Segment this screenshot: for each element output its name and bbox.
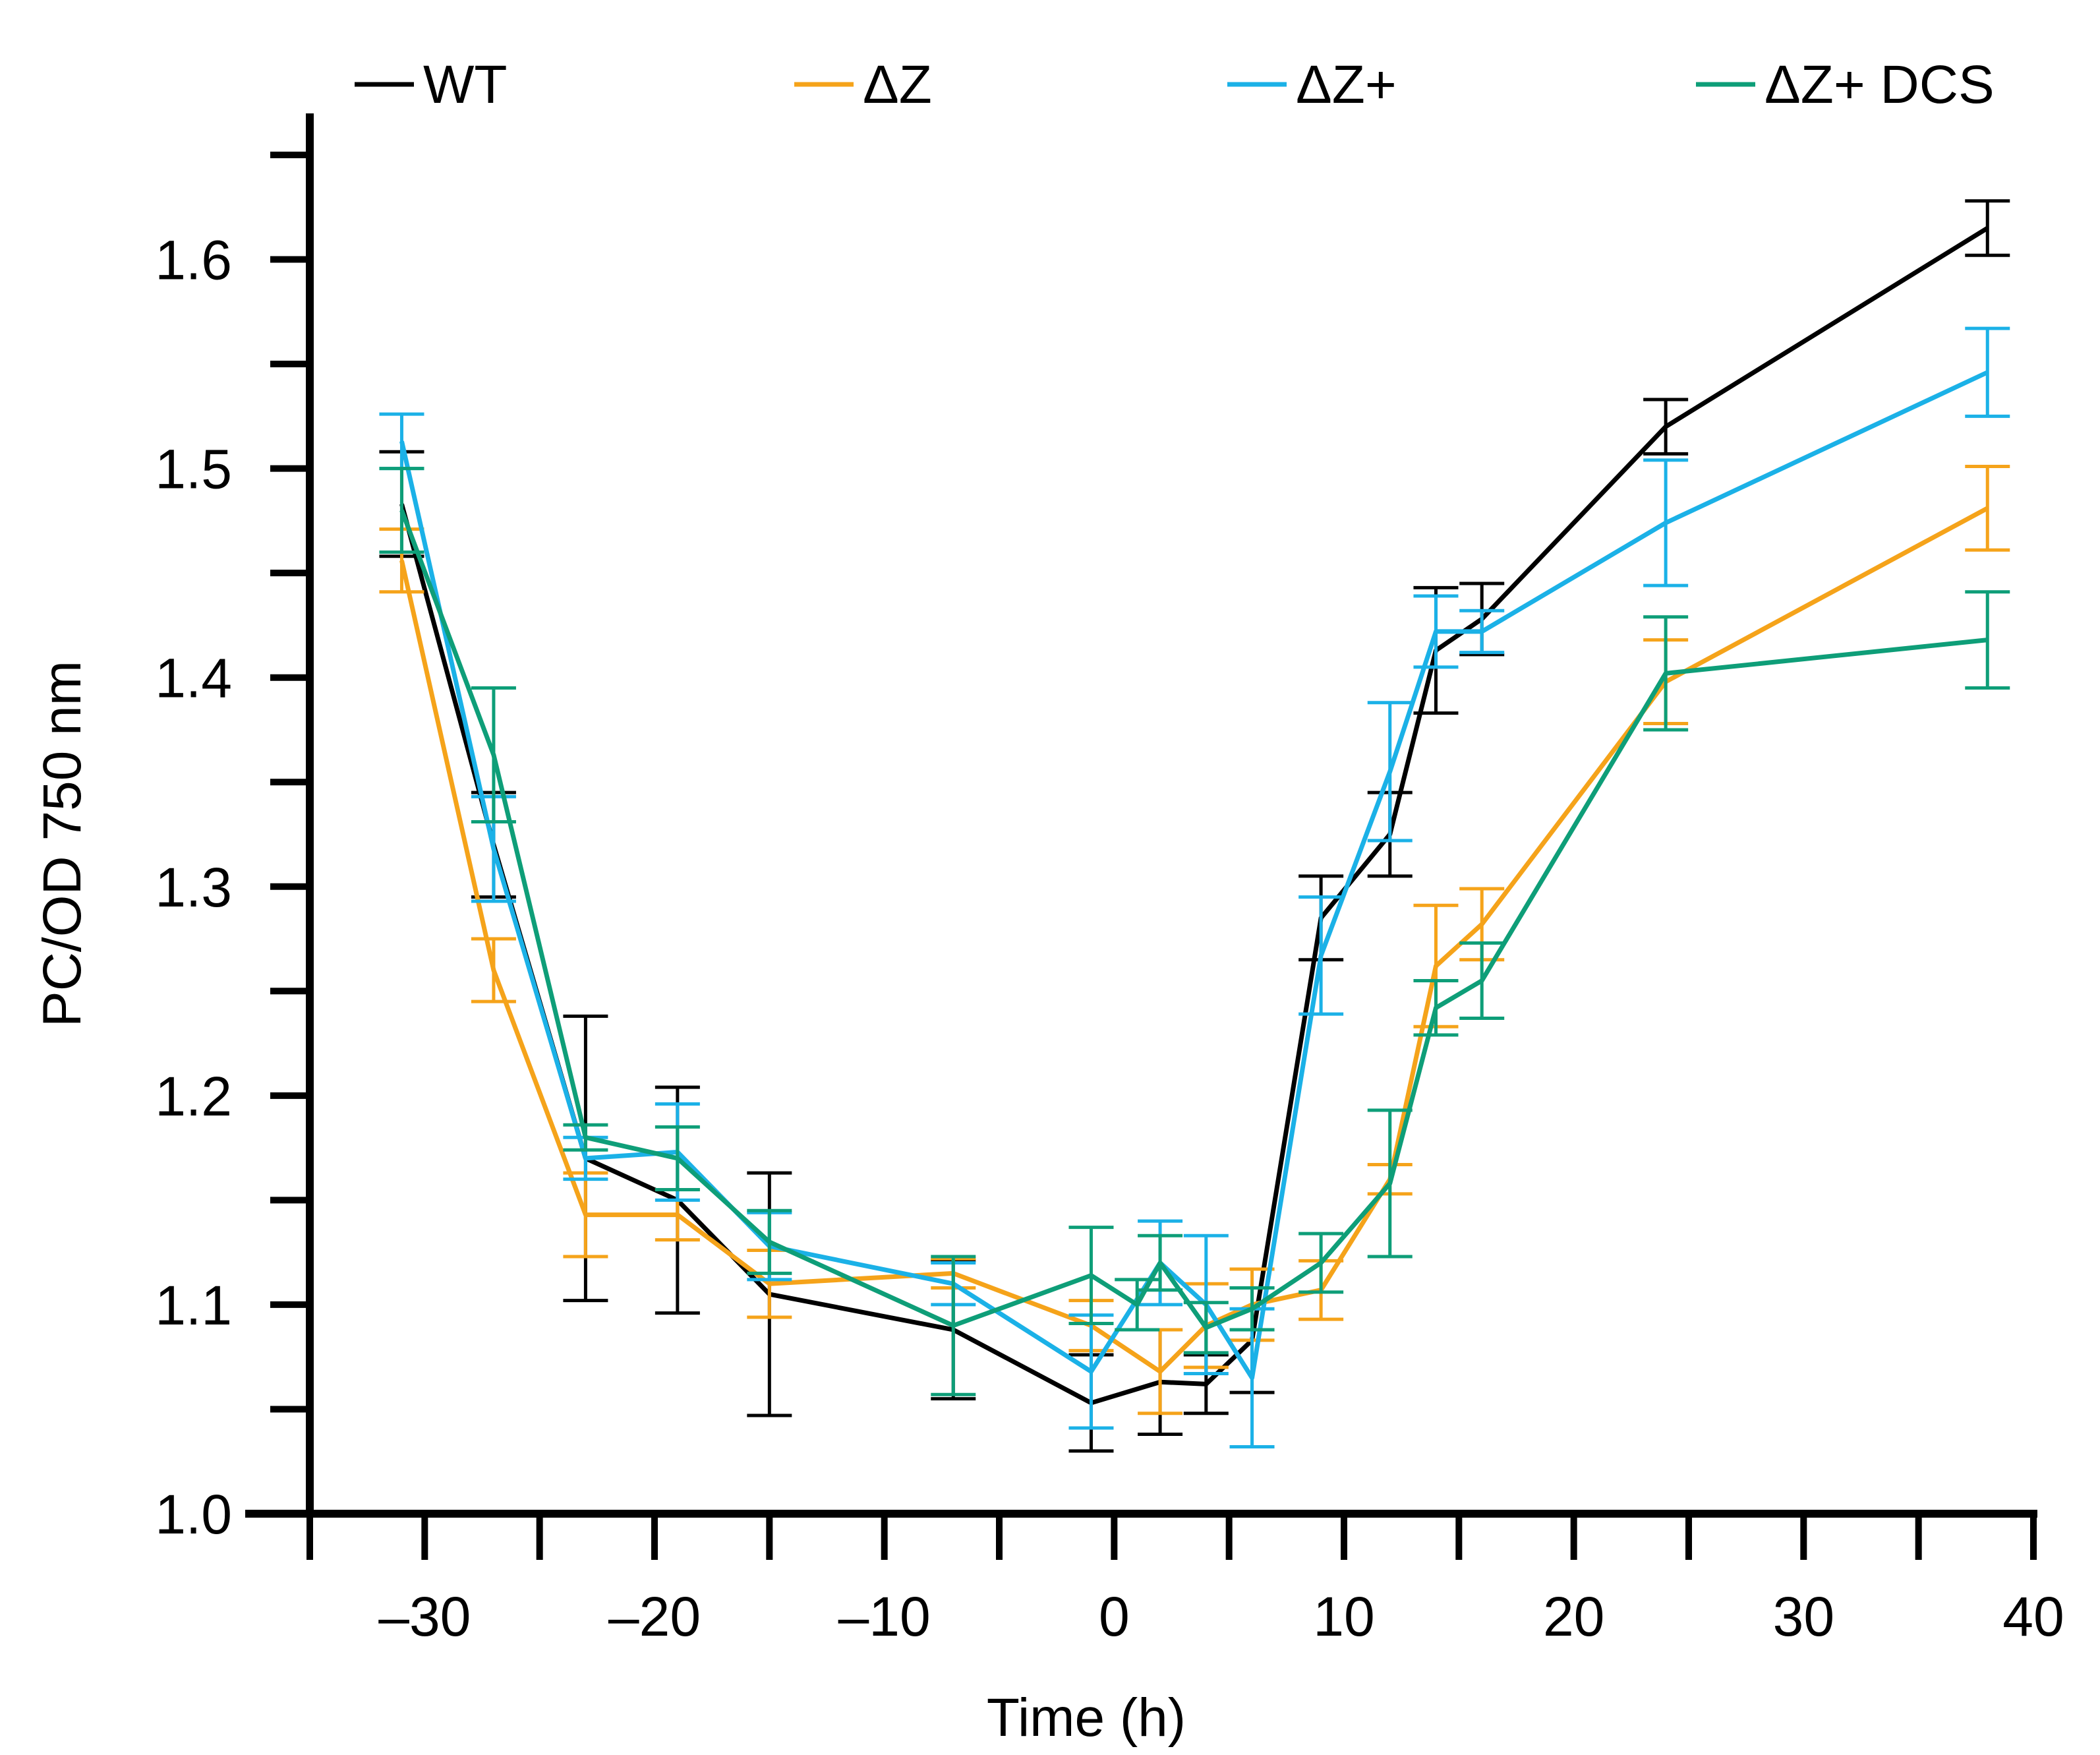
series-line-dz bbox=[399, 506, 1989, 1374]
x-tick-label: –10 bbox=[838, 1586, 931, 1648]
x-tick-label: 0 bbox=[1099, 1586, 1130, 1648]
series-dz bbox=[379, 464, 2010, 1415]
legend-label-dzdcs: ΔZ+ DCS bbox=[1765, 55, 1995, 115]
data-point-dzdcs bbox=[401, 510, 402, 511]
y-tick-label: 1.4 bbox=[155, 647, 232, 709]
series-line-dzp bbox=[399, 370, 1989, 1381]
series-wt bbox=[379, 199, 2010, 1453]
y-tick-label: 1.6 bbox=[155, 229, 232, 291]
y-tick-label: 1.0 bbox=[155, 1483, 232, 1545]
legend-item-wt[interactable]: WT bbox=[355, 55, 507, 115]
x-axis-title: Time (h) bbox=[987, 1688, 1186, 1748]
legend-item-dzdcs[interactable]: ΔZ+ DCS bbox=[1696, 55, 1995, 115]
legend-label-dz: ΔZ bbox=[863, 55, 932, 115]
y-tick-label: 1.2 bbox=[155, 1065, 232, 1127]
data-point-dz bbox=[585, 1214, 586, 1216]
y-tick-label: 1.3 bbox=[155, 856, 232, 918]
data-point-dz bbox=[677, 1214, 678, 1216]
legend-item-dz[interactable]: ΔZ bbox=[794, 55, 932, 115]
data-point-dzp bbox=[1389, 771, 1391, 772]
x-tick-label: 30 bbox=[1773, 1586, 1834, 1648]
data-point-dzp bbox=[1090, 1371, 1092, 1372]
data-point-dzp bbox=[493, 848, 494, 850]
x-tick-label: 20 bbox=[1543, 1586, 1604, 1648]
series-dzdcs bbox=[379, 467, 2010, 1396]
legend-label-wt: WT bbox=[423, 55, 507, 115]
series-line-wt bbox=[399, 225, 1989, 1406]
data-point-dzdcs bbox=[493, 754, 494, 756]
data-point-wt bbox=[1987, 227, 1988, 229]
data-point-dzdcs bbox=[585, 1137, 586, 1138]
data-point-dzdcs bbox=[1136, 1304, 1138, 1305]
data-point-dzdcs bbox=[1389, 1183, 1391, 1184]
axes: 1.0 1.1 1.2 1.3 1.4 1.5 1.6 –30 –20 –10 0 10 20 30 40 bbox=[155, 113, 2064, 1648]
series-dzp bbox=[379, 326, 2010, 1449]
data-point-dz bbox=[401, 560, 402, 561]
data-point-dzdcs bbox=[952, 1325, 954, 1326]
x-tick-label: 10 bbox=[1313, 1586, 1374, 1648]
x-tick-label: –30 bbox=[378, 1586, 471, 1648]
x-tick-label: 40 bbox=[2002, 1586, 2064, 1648]
data-point-dzdcs bbox=[1090, 1275, 1092, 1276]
x-tick-label: –20 bbox=[608, 1586, 701, 1648]
plot-area bbox=[379, 199, 2010, 1453]
series-line-dzdcs bbox=[399, 509, 1988, 1330]
y-tick-label: 1.1 bbox=[155, 1274, 232, 1336]
y-tick-label: 1.5 bbox=[155, 438, 232, 500]
legend-item-dzp[interactable]: ΔZ+ bbox=[1227, 55, 1397, 115]
data-point-dz bbox=[1159, 1371, 1161, 1372]
y-axis-title: PC/OD 750 nm bbox=[32, 661, 92, 1027]
data-point-dzp bbox=[1320, 955, 1322, 956]
legend: WT ΔZ ΔZ+ ΔZ+ DCS bbox=[355, 55, 1995, 115]
data-point-dzp bbox=[401, 440, 402, 442]
data-point-dzdcs bbox=[769, 1241, 770, 1243]
legend-label-dzp: ΔZ+ bbox=[1296, 55, 1397, 115]
